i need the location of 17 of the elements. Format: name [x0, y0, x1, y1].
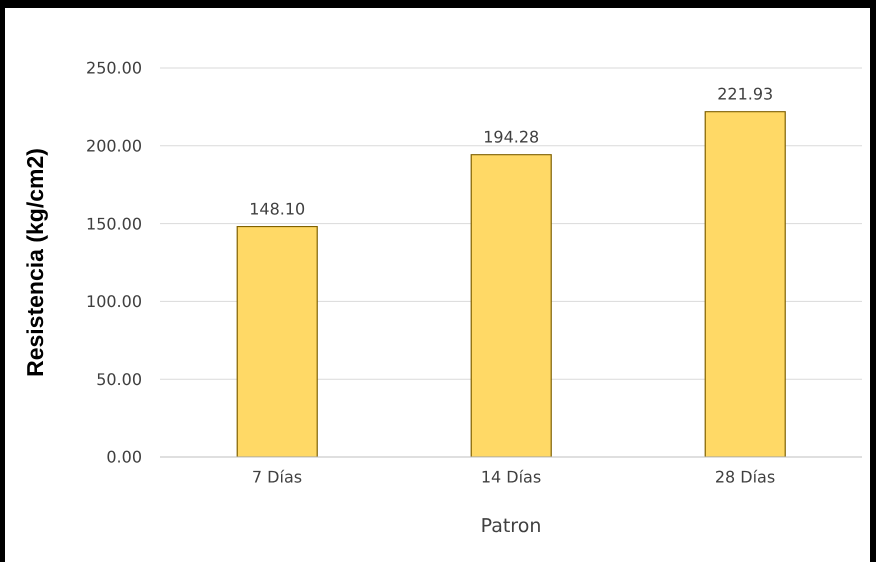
y-tick-label: 0.00 — [106, 448, 142, 467]
data-label: 194.28 — [483, 128, 540, 147]
y-tick-label: 100.00 — [86, 292, 142, 312]
x-tick-label: 14 Días — [480, 467, 542, 486]
x-axis-title: Patron — [480, 515, 542, 537]
bar — [470, 154, 552, 457]
y-axis-title: Resistencia (kg/cm2) — [22, 148, 48, 377]
y-tick-label: 50.00 — [96, 370, 142, 389]
data-label: 221.93 — [717, 84, 774, 104]
y-tick-label: 150.00 — [86, 214, 142, 234]
y-tick-label: 250.00 — [86, 58, 142, 78]
x-tick-label: 28 Días — [714, 467, 776, 486]
data-label: 148.10 — [249, 200, 306, 219]
y-tick-label: 200.00 — [86, 136, 142, 156]
bar — [236, 226, 318, 457]
bar — [704, 111, 786, 457]
x-tick-label: 7 Días — [252, 467, 302, 486]
